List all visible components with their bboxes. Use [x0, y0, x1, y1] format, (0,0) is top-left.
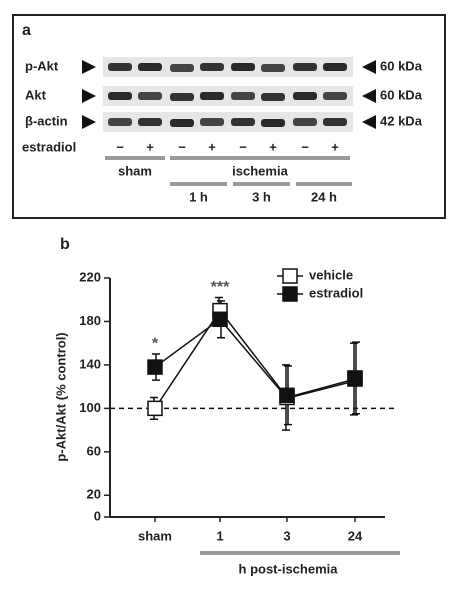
arrow	[362, 60, 376, 74]
band	[138, 118, 162, 126]
time-bar	[233, 182, 290, 186]
band	[293, 118, 317, 126]
series-line	[154, 318, 356, 400]
legend-label: vehicle	[309, 267, 353, 282]
band	[261, 119, 285, 127]
x-tick-label: sham	[138, 528, 172, 543]
series-line	[154, 309, 356, 409]
x-tick-label: 1	[216, 528, 223, 543]
legend-marker	[282, 268, 298, 284]
sign: −	[301, 139, 309, 154]
sign: +	[331, 139, 339, 154]
group-bar	[105, 156, 165, 160]
band	[200, 63, 224, 71]
size-label: 42 kDa	[380, 113, 423, 128]
band	[293, 92, 317, 100]
arrow	[82, 60, 96, 74]
band	[231, 92, 255, 100]
x-label-bar	[200, 551, 400, 555]
sign: +	[208, 139, 216, 154]
row-label: p-Akt	[25, 58, 59, 73]
band	[323, 92, 347, 100]
panel-a-frame	[12, 14, 446, 219]
legend-marker	[282, 286, 298, 302]
y-tick-label: 100	[79, 400, 101, 415]
blot-strip	[103, 112, 353, 132]
marker	[347, 370, 363, 386]
marker	[147, 400, 163, 417]
arrow	[362, 115, 376, 129]
size-label: 60 kDa	[380, 87, 423, 102]
x-tick-label: 24	[348, 528, 363, 543]
band	[170, 119, 194, 127]
panel-label: a	[22, 22, 31, 39]
sign: −	[239, 139, 247, 154]
band	[261, 64, 285, 72]
legend-label: estradiol	[309, 285, 363, 300]
size-label: 60 kDa	[380, 58, 423, 73]
annotation: ***	[211, 279, 230, 296]
y-tick-label: 180	[79, 313, 101, 328]
band	[170, 64, 194, 72]
y-tick-label: 0	[94, 508, 101, 523]
band	[108, 92, 132, 100]
band	[108, 63, 132, 71]
marker	[147, 359, 163, 375]
y-axis-label: p-Akt/Akt (% control)	[53, 332, 68, 461]
time-label: 1 h	[189, 189, 208, 204]
band	[231, 118, 255, 126]
y-tick-label: 20	[87, 487, 101, 502]
group-label: ischemia	[232, 163, 288, 178]
blot-strip	[103, 86, 353, 106]
time-label: 24 h	[311, 189, 337, 204]
arrow	[82, 115, 96, 129]
marker	[212, 311, 228, 328]
arrow	[362, 89, 376, 103]
y-tick-label: 220	[79, 269, 101, 284]
treatment-label: estradiol	[22, 139, 76, 154]
time-label: 3 h	[252, 189, 271, 204]
band	[200, 92, 224, 100]
band	[293, 63, 317, 71]
time-bar	[170, 182, 227, 186]
annotation: *	[152, 335, 159, 352]
band	[138, 92, 162, 100]
band	[323, 63, 347, 71]
blot-strip	[103, 57, 353, 77]
y-tick-label: 140	[79, 356, 101, 371]
row-label: Akt	[25, 87, 47, 102]
sign: −	[116, 139, 124, 154]
time-bar	[296, 182, 352, 186]
x-tick-label: 3	[283, 528, 290, 543]
band	[138, 63, 162, 71]
group-bar	[170, 156, 350, 160]
panel-label: b	[60, 236, 70, 253]
row-label: β-actin	[25, 113, 68, 128]
sign: −	[178, 139, 186, 154]
y-tick-label: 60	[87, 443, 101, 458]
sign: +	[146, 139, 154, 154]
band	[200, 118, 224, 126]
x-axis-label: h post-ischemia	[239, 561, 339, 576]
arrow	[82, 89, 96, 103]
marker	[279, 387, 295, 404]
band	[323, 118, 347, 126]
band	[261, 93, 285, 101]
band	[231, 63, 255, 71]
band	[108, 118, 132, 126]
band	[170, 93, 194, 101]
group-label: sham	[118, 163, 152, 178]
sign: +	[269, 139, 277, 154]
